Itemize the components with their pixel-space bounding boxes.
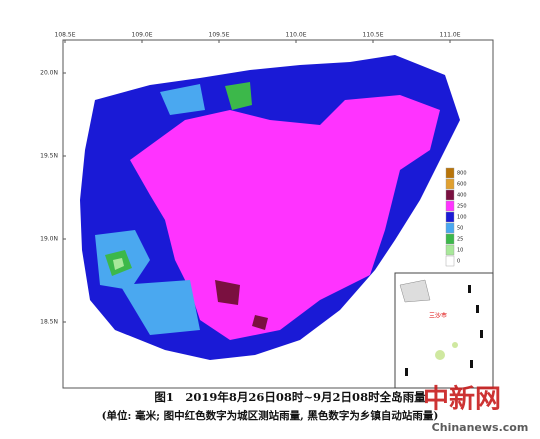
lat-label: 19.5N [40, 153, 58, 160]
watermark-site: Chinanews.com [432, 421, 529, 434]
legend-label: 100 [457, 215, 467, 221]
legend-label: 0 [457, 259, 460, 265]
lat-label: 18.5N [40, 319, 58, 326]
legend-swatch [445, 211, 455, 223]
lon-label: 111.0E [440, 32, 461, 39]
lat-label: 19.0N [40, 236, 58, 243]
caption-line2: (单位: 毫米; 图中红色数字为城区测站雨量, 黑色数字为乡镇自动站雨量) [102, 409, 439, 422]
lon-label: 110.0E [286, 32, 307, 39]
lon-label: 108.5E [55, 32, 76, 39]
legend-swatch [445, 222, 455, 234]
watermark-title: 中新网 [423, 384, 501, 415]
legend-label: 10 [457, 248, 463, 254]
legend-label: 50 [457, 226, 463, 232]
lat-label: 20.0N [40, 70, 58, 77]
legend-swatch [445, 200, 455, 212]
lon-label: 110.5E [363, 32, 384, 39]
legend-swatch [445, 167, 455, 179]
inset-map: 三沙市 [394, 272, 494, 389]
inset-label: 三沙市 [429, 312, 447, 320]
legend-swatch [445, 244, 455, 256]
legend-label: 800 [457, 171, 467, 177]
lon-label: 109.0E [132, 32, 153, 39]
legend-label: 400 [457, 193, 467, 199]
island [80, 55, 460, 360]
legend-swatch [445, 189, 455, 201]
legend-swatch [445, 178, 455, 190]
legend-label: 250 [457, 204, 467, 210]
legend-swatch [445, 255, 455, 267]
legend-label: 25 [457, 237, 463, 243]
legend-swatch [445, 233, 455, 245]
caption-line1: 图1 2019年8月26日08时~9月2日08时全岛雨量 [154, 390, 426, 404]
lon-label: 109.5E [209, 32, 230, 39]
legend-label: 600 [457, 182, 467, 188]
